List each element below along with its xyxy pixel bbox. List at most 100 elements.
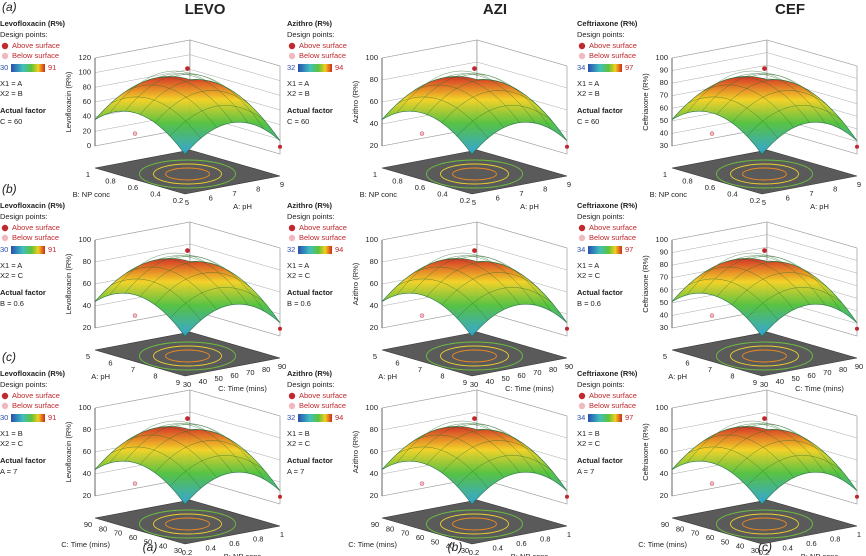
- floor-tick-label: 50: [214, 374, 222, 383]
- axis2-label: C: Time (mins): [218, 384, 267, 393]
- design-point: [565, 494, 569, 499]
- legend-label: Above surface: [299, 41, 347, 50]
- floor-tick-label: 0.2: [460, 196, 470, 205]
- mesh-line: [429, 259, 520, 305]
- z-tick-label: 60: [83, 97, 91, 106]
- contour: [153, 513, 222, 535]
- z-tick-label: 60: [370, 97, 378, 106]
- floor-tick-label: 50: [721, 537, 729, 546]
- mesh-line: [158, 255, 249, 306]
- z-tick-label: 60: [660, 103, 668, 112]
- grid-line: [671, 39, 858, 67]
- z-tick-label: 80: [660, 425, 668, 434]
- legend-label: B = 0.6: [287, 299, 311, 308]
- floor-tick-label: 5: [762, 198, 766, 207]
- legend-label: Below surface: [589, 233, 636, 242]
- legend-label: C = 60: [577, 117, 599, 126]
- legend-title: Azithro (R%): [287, 369, 332, 378]
- above-dot: [578, 224, 586, 232]
- grid-line: [94, 39, 281, 67]
- response-surface: [671, 426, 858, 505]
- grid-line: [381, 39, 568, 67]
- mesh-line: [441, 440, 538, 473]
- colorbar-max: 94: [335, 413, 343, 422]
- colorbar: [298, 64, 332, 72]
- floor-tick-label: 1: [857, 530, 861, 539]
- z-tick-label: 80: [370, 75, 378, 84]
- design-point: [132, 481, 138, 486]
- colorbar-max: 97: [625, 413, 633, 422]
- design-point: [762, 66, 767, 71]
- floor-tick-label: 60: [517, 371, 525, 380]
- axis2-label: A: pH: [810, 202, 829, 211]
- mesh-line: [701, 255, 798, 294]
- z-axis-label: Azithro (R%): [351, 430, 360, 473]
- mesh-line: [109, 252, 206, 296]
- floor-tick-label: 80: [676, 524, 684, 533]
- floor-tick-label: 6: [395, 358, 399, 367]
- legend-label: X2 = B: [0, 89, 23, 98]
- row-label: (c): [2, 350, 16, 364]
- floor-tick-label: 80: [386, 524, 394, 533]
- floor-tick-label: 40: [736, 542, 744, 551]
- z-tick-label: 90: [660, 248, 668, 257]
- legend-label: Actual factor: [287, 456, 333, 465]
- mesh-line: [411, 73, 508, 112]
- legend-label: X2 = B: [577, 89, 600, 98]
- colorbar: [11, 414, 45, 422]
- design-point: [185, 416, 190, 421]
- design-point: [419, 131, 425, 136]
- mesh-line: [413, 266, 504, 310]
- floor-tick-label: 90: [278, 362, 286, 371]
- floor-tick-label: 5: [86, 352, 90, 361]
- z-tick-label: 20: [370, 491, 378, 500]
- design-point: [565, 326, 569, 331]
- below-dot: [1, 234, 9, 242]
- floor-tick-label: 0.2: [182, 548, 192, 556]
- bottom-label: (a): [143, 540, 158, 554]
- z-tick-label: 60: [660, 285, 668, 294]
- z-tick-label: 60: [370, 447, 378, 456]
- legend-label: Below surface: [299, 401, 346, 410]
- contour: [452, 517, 497, 531]
- legend-label: Above surface: [589, 41, 637, 50]
- contour: [153, 345, 222, 367]
- z-tick-label: 30: [660, 141, 668, 150]
- legend-label: Actual factor: [287, 106, 333, 115]
- legend-label: Design points:: [0, 30, 48, 39]
- response-surface: [381, 258, 568, 337]
- floor-tick-label: 0.6: [415, 183, 425, 192]
- axis1-label: B: NP conc: [650, 190, 688, 199]
- floor-tick-label: 0.4: [783, 543, 793, 552]
- floor-tick-label: 7: [708, 365, 712, 374]
- surface-plot: Levofloxacin (R%) Design points: Above sur…: [0, 369, 284, 556]
- colorbar-max: 97: [625, 245, 633, 254]
- z-tick-label: 100: [655, 53, 668, 62]
- design-point: [185, 66, 190, 71]
- floor-tick-label: 0.8: [540, 534, 550, 543]
- z-tick-label: 80: [660, 260, 668, 269]
- above-dot: [288, 42, 296, 50]
- z-tick-label: 60: [660, 447, 668, 456]
- floor-tick-label: 40: [776, 377, 784, 386]
- mesh-line: [126, 434, 217, 478]
- floor-tick-label: 0.8: [392, 176, 402, 185]
- mesh-line: [701, 73, 798, 112]
- grid-line: [381, 221, 568, 249]
- colorbar-min: 32: [287, 63, 295, 72]
- z-tick-label: 80: [83, 425, 91, 434]
- floor-tick-label: 8: [543, 184, 547, 193]
- contour: [165, 167, 210, 181]
- design-point: [709, 131, 715, 136]
- floor-tick-label: 40: [199, 377, 207, 386]
- grid-line: [671, 246, 858, 274]
- colorbar-min: 32: [287, 413, 295, 422]
- axis1-label: A: pH: [668, 372, 687, 381]
- z-tick-label: 70: [660, 91, 668, 100]
- design-point: [278, 144, 282, 149]
- mesh-line: [411, 423, 508, 462]
- floor-tick-label: 40: [446, 542, 454, 551]
- grid-line: [381, 411, 568, 439]
- colorbar-min: 30: [0, 413, 8, 422]
